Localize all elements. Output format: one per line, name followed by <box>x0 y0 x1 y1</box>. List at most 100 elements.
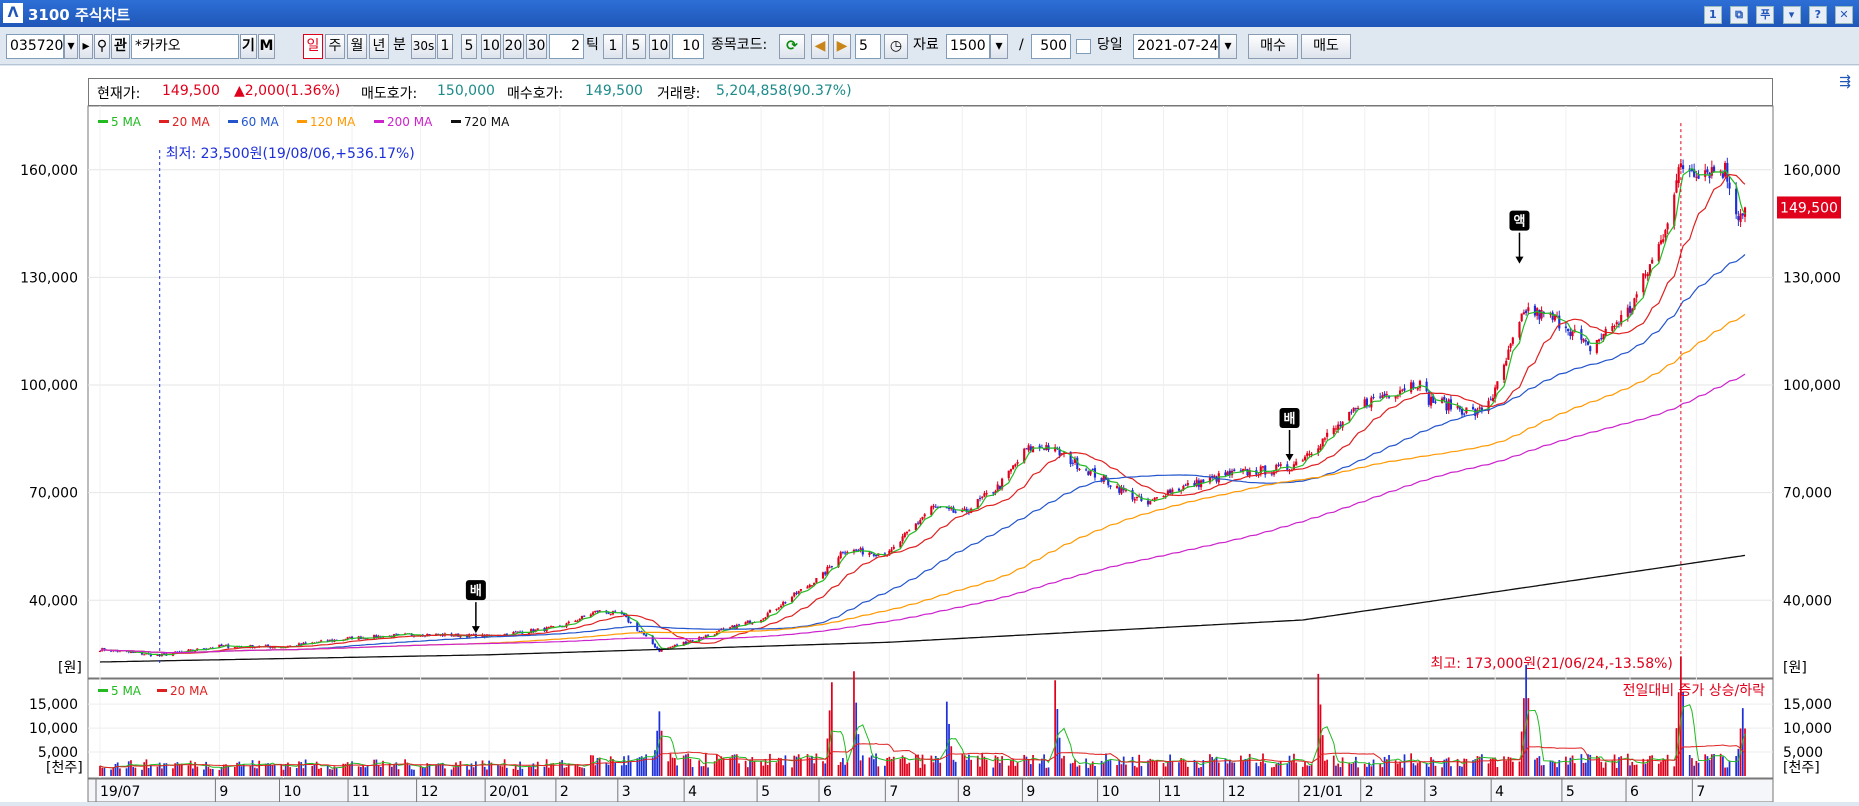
candle-body <box>1239 470 1242 472</box>
candle-body <box>1385 394 1388 396</box>
next-stock-arrow-icon[interactable]: ▶ <box>833 34 851 59</box>
candle-body <box>552 626 555 628</box>
candle-body <box>1337 424 1340 430</box>
expand-panel-icon[interactable]: ⇶ <box>1839 74 1851 90</box>
stock-name-field[interactable]: *카카오 <box>131 34 239 59</box>
buy-button[interactable]: 매수 <box>1248 34 1298 59</box>
code-dropdown-icon[interactable]: ▾ <box>64 34 78 59</box>
minute-custom-input[interactable]: 2 <box>549 34 584 59</box>
refresh-icon[interactable]: ⟳ <box>779 34 805 59</box>
candle-body <box>1348 412 1351 421</box>
candle-body <box>1102 475 1105 482</box>
candle-body <box>1509 343 1512 348</box>
candle-body <box>1505 360 1508 366</box>
candle-body <box>890 549 893 552</box>
tick-5-button[interactable]: 5 <box>626 34 646 59</box>
candle-body <box>609 613 612 615</box>
display-count-input[interactable]: 500 <box>1031 34 1071 59</box>
volume-label: 거래량: <box>657 86 701 102</box>
candle-body <box>857 550 860 552</box>
date-input[interactable]: 2021-07-24 <box>1133 34 1219 59</box>
candle-body <box>950 507 953 510</box>
window-push-button[interactable]: 푸 <box>1756 6 1775 24</box>
candle-body <box>98 651 102 653</box>
minute-20-button[interactable]: 20 <box>503 34 524 59</box>
candle-body <box>1153 497 1156 500</box>
data-count-select[interactable]: 1500 <box>946 34 990 59</box>
minute-30s-button[interactable]: 30s <box>411 34 436 59</box>
candle-body <box>824 572 827 575</box>
tick-10-button[interactable]: 10 <box>649 34 670 59</box>
window-menu-button[interactable]: ▾ <box>1782 6 1801 24</box>
same-day-checkbox[interactable] <box>1076 39 1091 54</box>
candle-body <box>1525 310 1528 313</box>
legend-label: 20 MA <box>172 115 210 129</box>
candle-body <box>132 651 135 653</box>
candle-body <box>1306 453 1309 457</box>
candle-body <box>578 619 581 621</box>
next-arrow-icon[interactable]: ▸ <box>79 34 93 59</box>
window-link-button[interactable]: ⧉ <box>1730 6 1749 24</box>
gi-button[interactable]: 기 <box>240 34 257 59</box>
window-help-button[interactable]: ? <box>1808 6 1827 24</box>
volume-legend-label: 5 MA <box>111 684 142 698</box>
stock-code-input[interactable]: 035720 <box>6 34 64 59</box>
clock-icon[interactable]: ◷ <box>884 34 908 59</box>
candle-body <box>846 551 849 553</box>
candle-body <box>129 651 133 653</box>
candle-body <box>764 617 767 619</box>
candle-body <box>1538 310 1541 320</box>
tick-1-button[interactable]: 1 <box>603 34 623 59</box>
minute-5-button[interactable]: 5 <box>461 34 477 59</box>
candle-body <box>673 644 676 647</box>
minute-10-button[interactable]: 10 <box>481 34 501 59</box>
volume-unit-right: [천주] <box>1783 760 1820 776</box>
candle-body <box>1246 469 1249 476</box>
x-tick-label: 10 <box>1102 784 1120 800</box>
data-count-dropdown-icon[interactable]: ▾ <box>990 34 1008 59</box>
candle-body <box>1334 428 1338 430</box>
candle-body <box>784 602 787 604</box>
candle-body <box>777 607 780 609</box>
candle-body <box>459 635 462 638</box>
period-month-button[interactable]: 월 <box>347 34 367 59</box>
period-week-button[interactable]: 주 <box>325 34 345 59</box>
candle-body <box>629 622 632 624</box>
related-button[interactable]: 관 <box>111 34 130 59</box>
ask-price: 150,000 <box>437 83 495 99</box>
candle-body <box>218 644 221 648</box>
tick-custom-input[interactable]: 10 <box>672 34 704 59</box>
period-day-button[interactable]: 일 <box>303 34 323 59</box>
minute-1-button[interactable]: 1 <box>437 34 453 59</box>
price-tick-label-right: 160,000 <box>1783 163 1841 179</box>
candle-body <box>1085 469 1088 471</box>
candle-body <box>1381 395 1384 398</box>
candle-body <box>976 499 979 509</box>
candle-body <box>1445 401 1448 411</box>
m-button[interactable]: M <box>258 34 275 59</box>
candle-body <box>1443 396 1446 401</box>
ma-720-line <box>99 554 1746 663</box>
candle-body <box>428 633 431 636</box>
candle-body <box>1586 341 1590 345</box>
previous-arrow-icon[interactable]: ◀ <box>811 34 829 59</box>
minute-30-button[interactable]: 30 <box>526 34 547 59</box>
date-dropdown-icon[interactable]: ▾ <box>1219 34 1237 59</box>
volume-value: 5,204,858(90.37%) <box>716 83 852 99</box>
candle-body <box>1029 446 1032 452</box>
step-input[interactable]: 5 <box>855 34 881 59</box>
candle-body <box>1078 468 1081 470</box>
period-year-button[interactable]: 년 <box>369 34 389 59</box>
legend-swatch <box>159 120 169 123</box>
candle-body <box>596 610 599 612</box>
stock-chart[interactable]: 40,000 40,000 70,000 70,000 100,000 100,000 13… <box>0 66 1859 803</box>
window-close-button[interactable]: ✕ <box>1835 6 1853 24</box>
candle-body <box>1401 389 1404 391</box>
candle-body <box>1728 182 1731 189</box>
candle-body <box>947 507 951 509</box>
candle-body <box>1043 448 1046 450</box>
candle-body <box>1480 407 1483 411</box>
window-number-button[interactable]: 1 <box>1703 6 1722 24</box>
search-icon[interactable]: ⚲ <box>94 34 110 59</box>
sell-button[interactable]: 매도 <box>1301 34 1351 59</box>
